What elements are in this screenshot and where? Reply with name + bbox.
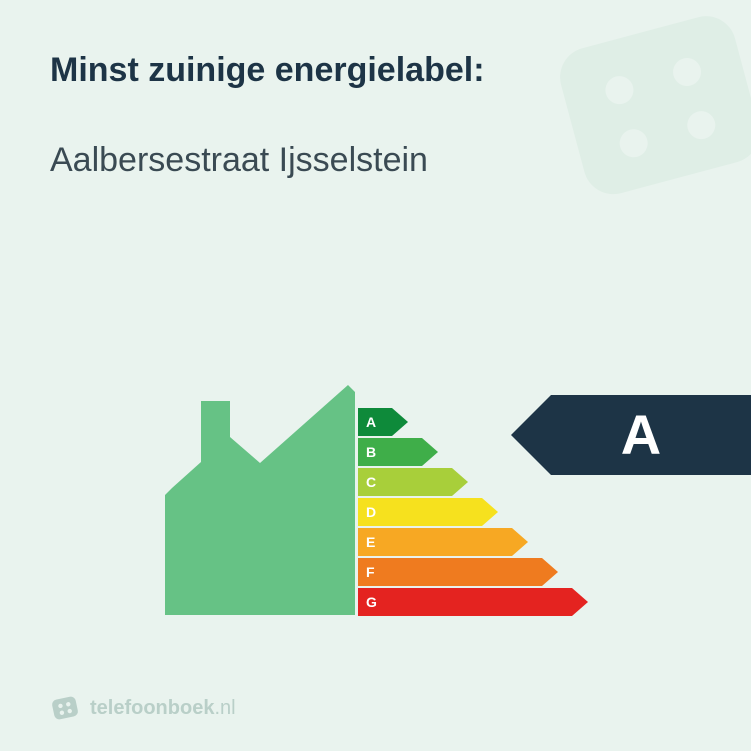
page-subtitle: Aalbersestraat Ijsselstein <box>50 141 701 180</box>
bar-label: D <box>366 497 376 527</box>
watermark-icon <box>511 0 751 260</box>
bar-label: A <box>366 407 376 437</box>
house-icon <box>165 385 355 615</box>
brand-text: telefoonboek.nl <box>90 697 236 720</box>
bar-label: G <box>366 587 377 617</box>
bar-shape <box>358 558 558 586</box>
bar-label: E <box>366 527 375 557</box>
bar-label: F <box>366 557 375 587</box>
bar-shape <box>358 498 498 526</box>
bar-label: B <box>366 437 376 467</box>
bar-label: C <box>366 467 376 497</box>
brand-logo-icon <box>50 693 80 723</box>
page-title: Minst zuinige energielabel: <box>50 50 701 91</box>
brand-name: telefoonboek <box>90 697 214 719</box>
bar-shape <box>358 588 588 616</box>
brand-tld: .nl <box>214 697 235 719</box>
card: Minst zuinige energielabel: Aalbersestra… <box>0 0 751 751</box>
result-letter: A <box>571 395 711 475</box>
bar-shape <box>358 528 528 556</box>
footer: telefoonboek.nl <box>50 693 236 723</box>
